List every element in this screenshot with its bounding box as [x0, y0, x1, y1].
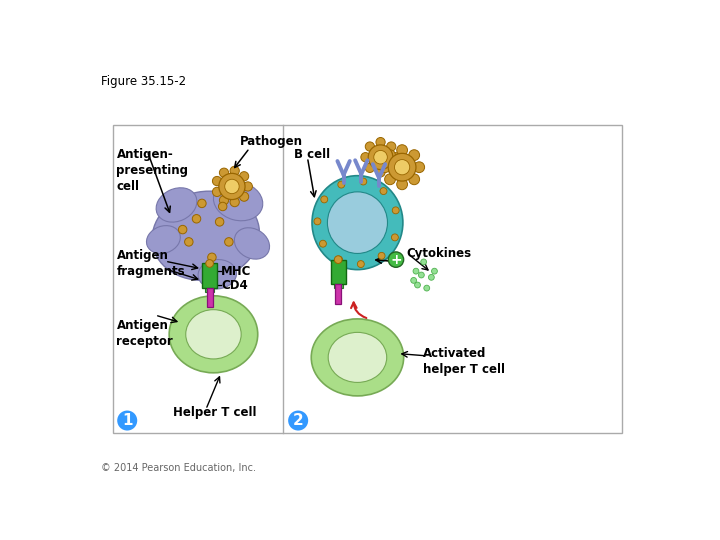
- Ellipse shape: [146, 226, 180, 254]
- Text: B cell: B cell: [294, 148, 330, 161]
- Text: 2: 2: [293, 413, 304, 428]
- Circle shape: [418, 272, 424, 278]
- Circle shape: [374, 151, 387, 164]
- Circle shape: [320, 240, 326, 247]
- Text: Antigen
receptor: Antigen receptor: [117, 319, 174, 348]
- Text: Antigen
fragments: Antigen fragments: [117, 249, 185, 278]
- Ellipse shape: [328, 192, 387, 253]
- Circle shape: [397, 145, 408, 156]
- Bar: [205, 275, 215, 292]
- Circle shape: [220, 168, 229, 177]
- Circle shape: [218, 202, 227, 211]
- Circle shape: [243, 182, 253, 191]
- Circle shape: [380, 187, 387, 194]
- Ellipse shape: [311, 319, 404, 396]
- Ellipse shape: [213, 181, 263, 221]
- Circle shape: [368, 145, 393, 170]
- Circle shape: [391, 153, 400, 162]
- Text: Pathogen: Pathogen: [240, 135, 302, 148]
- Circle shape: [378, 252, 385, 259]
- Bar: [330, 260, 346, 284]
- Ellipse shape: [235, 228, 269, 259]
- Circle shape: [179, 225, 187, 234]
- Circle shape: [397, 179, 408, 190]
- Circle shape: [240, 192, 248, 201]
- Text: MHC: MHC: [221, 265, 251, 278]
- Circle shape: [384, 150, 395, 160]
- Bar: [333, 271, 343, 288]
- Circle shape: [431, 268, 437, 274]
- Circle shape: [220, 195, 229, 205]
- Circle shape: [379, 162, 390, 173]
- Circle shape: [212, 187, 222, 197]
- Circle shape: [321, 196, 328, 203]
- Circle shape: [338, 181, 345, 188]
- Circle shape: [206, 260, 213, 267]
- Ellipse shape: [328, 333, 387, 382]
- Text: © 2014 Pearson Education, Inc.: © 2014 Pearson Education, Inc.: [101, 463, 256, 473]
- Circle shape: [384, 174, 395, 185]
- Circle shape: [415, 282, 420, 288]
- Circle shape: [376, 138, 385, 147]
- Bar: [335, 284, 341, 304]
- Circle shape: [117, 410, 138, 430]
- Circle shape: [314, 218, 321, 225]
- Circle shape: [225, 179, 239, 194]
- Circle shape: [388, 153, 416, 181]
- Circle shape: [388, 252, 404, 267]
- Text: Figure 35.15-2: Figure 35.15-2: [101, 75, 186, 88]
- Circle shape: [365, 142, 374, 151]
- Bar: [202, 264, 217, 288]
- Circle shape: [230, 198, 239, 207]
- Ellipse shape: [186, 309, 241, 359]
- Circle shape: [428, 274, 434, 280]
- Text: Activated
helper T cell: Activated helper T cell: [423, 347, 505, 376]
- Ellipse shape: [312, 176, 403, 269]
- Text: Antigen-
presenting
cell: Antigen- presenting cell: [117, 148, 189, 193]
- Circle shape: [420, 259, 426, 265]
- Circle shape: [230, 166, 239, 176]
- Bar: [207, 288, 212, 307]
- Circle shape: [357, 261, 364, 267]
- Circle shape: [219, 173, 245, 200]
- Circle shape: [409, 150, 420, 160]
- Circle shape: [395, 160, 410, 175]
- Circle shape: [376, 168, 385, 177]
- Circle shape: [225, 238, 233, 246]
- Circle shape: [215, 218, 224, 226]
- Circle shape: [413, 268, 419, 274]
- Circle shape: [240, 172, 248, 181]
- Ellipse shape: [152, 191, 259, 280]
- Text: 1: 1: [122, 413, 132, 428]
- Text: CD4: CD4: [221, 279, 248, 292]
- Circle shape: [409, 174, 420, 185]
- Text: Cytokines: Cytokines: [406, 247, 471, 260]
- Ellipse shape: [156, 188, 197, 222]
- Circle shape: [387, 142, 396, 151]
- Circle shape: [361, 153, 370, 162]
- Ellipse shape: [198, 260, 237, 289]
- Circle shape: [392, 207, 399, 214]
- Circle shape: [414, 162, 425, 173]
- Circle shape: [392, 234, 398, 241]
- Circle shape: [365, 163, 374, 172]
- Text: +: +: [390, 253, 402, 267]
- Circle shape: [410, 278, 417, 284]
- Circle shape: [207, 253, 216, 261]
- Circle shape: [336, 256, 343, 263]
- Circle shape: [212, 177, 222, 186]
- Text: Helper T cell: Helper T cell: [173, 406, 256, 420]
- Circle shape: [360, 178, 366, 185]
- Circle shape: [184, 238, 193, 246]
- Ellipse shape: [169, 296, 258, 373]
- Circle shape: [387, 163, 396, 172]
- Circle shape: [198, 199, 206, 208]
- Circle shape: [334, 256, 342, 264]
- Bar: [113, 125, 621, 433]
- Circle shape: [424, 285, 430, 291]
- Circle shape: [288, 410, 308, 430]
- Circle shape: [192, 214, 201, 223]
